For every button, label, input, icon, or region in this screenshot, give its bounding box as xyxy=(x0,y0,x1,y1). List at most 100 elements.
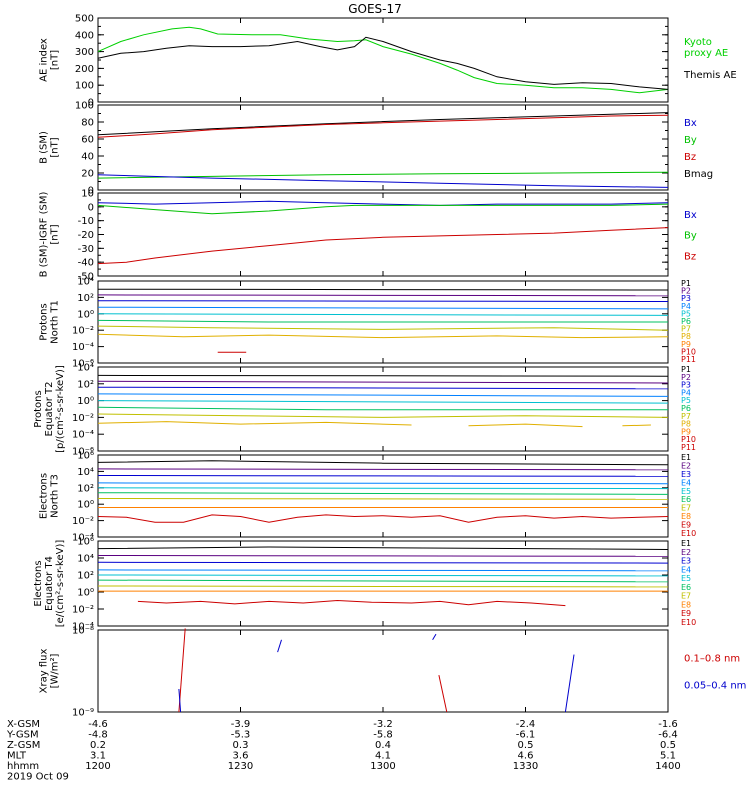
y-tick-label: 10⁻⁹ xyxy=(72,708,94,719)
series-line xyxy=(97,36,669,90)
legend-label: E9 xyxy=(681,609,691,618)
series-line xyxy=(468,423,583,428)
series-line xyxy=(97,546,669,550)
legend-label: Bz xyxy=(684,251,696,262)
x-row-value: 3.6 xyxy=(233,751,249,762)
x-row-value: -5.3 xyxy=(231,730,251,741)
legend-label: P1 xyxy=(681,365,691,374)
y-tick-label: -40 xyxy=(78,258,94,269)
x-row-value: 5.1 xyxy=(660,751,676,762)
series-line xyxy=(97,200,669,206)
legend-label: Bx xyxy=(684,210,697,221)
x-row-value: -3.2 xyxy=(373,719,393,730)
series-line xyxy=(97,319,668,323)
series-line xyxy=(97,393,669,397)
y-axis-label: Protons xyxy=(39,303,50,340)
series-line xyxy=(97,492,669,495)
x-row-label: Z-GSM xyxy=(7,740,40,751)
legend-label: E3 xyxy=(681,557,691,566)
y-axis-label: AE index xyxy=(39,38,50,82)
legend-label: P3 xyxy=(681,381,691,390)
y-tick-label: 500 xyxy=(75,14,94,25)
legend-label: Themis AE xyxy=(683,70,737,81)
series-line xyxy=(277,639,282,653)
legend-label: E1 xyxy=(681,539,691,548)
panel-xray: 10⁻⁸ 10⁻⁹ Xray flux [W/m²] 0.1–0.8 nm 0.05–0.… xyxy=(39,626,747,719)
series-line xyxy=(97,300,669,302)
legend-label: P2 xyxy=(681,373,691,382)
legend-label: P9 xyxy=(681,427,691,436)
series-line xyxy=(97,380,669,384)
legend-label: E4 xyxy=(681,478,691,487)
legend-label: P11 xyxy=(681,355,696,364)
series-line xyxy=(97,400,669,404)
y-tick-label: 60 xyxy=(81,135,94,146)
panel-frame xyxy=(97,540,669,627)
y-tick-label: 20 xyxy=(81,169,94,180)
legend-label: P8 xyxy=(681,420,691,429)
series-line xyxy=(97,174,669,188)
legend-label: proxy AE xyxy=(684,48,728,59)
y-tick-label: 40 xyxy=(81,152,94,163)
y-axis-label: [nT] xyxy=(50,50,61,70)
legend-label: By xyxy=(684,231,697,242)
y-tick-label: 80 xyxy=(81,118,94,129)
legend-label: P4 xyxy=(681,302,691,311)
legend-label: 0.1–0.8 nm xyxy=(684,653,740,664)
legend-label: Bmag xyxy=(684,169,713,180)
legend-label: P11 xyxy=(681,443,696,452)
y-tick-label: 10² xyxy=(77,571,94,582)
series-line xyxy=(97,227,669,265)
y-tick-label: 10⁶ xyxy=(77,537,94,548)
series-line xyxy=(97,579,669,583)
legend-label: P7 xyxy=(681,412,691,421)
series-line xyxy=(97,288,669,291)
y-tick-label: 10² xyxy=(77,483,94,494)
legend-label: P7 xyxy=(681,325,691,334)
page-title: GOES-17 xyxy=(348,2,402,16)
y-tick-label: 100 xyxy=(75,101,94,112)
series-line xyxy=(97,294,669,297)
x-row-value: 1200 xyxy=(85,761,110,772)
legend-label: E2 xyxy=(681,461,691,470)
series-line xyxy=(97,468,669,471)
x-row-value: 0.5 xyxy=(518,740,534,751)
y-axis-label: B (SM) xyxy=(39,131,50,164)
y-tick-label: -20 xyxy=(78,230,94,241)
y-tick-label: 10⁻⁶ xyxy=(72,447,94,458)
x-row-value: 0.3 xyxy=(233,740,249,751)
y-axis-label: [nT] xyxy=(50,224,61,244)
y-axis-label: North T1 xyxy=(50,300,61,344)
y-tick-label: 400 xyxy=(75,30,94,41)
y-axis-label: B (SM)-IGRF (SM) xyxy=(39,192,50,278)
legend-label: P6 xyxy=(681,317,691,326)
y-axis-label: [p/(cm²-s-sr-keV)] xyxy=(55,365,66,453)
y-tick-label: 10⁴ xyxy=(77,277,94,288)
y-tick-label: 10⁰ xyxy=(77,588,94,599)
panel-pe: 10⁴ 10² 10⁰ 10⁻² 10⁻⁴ 10⁻⁶ Protons Equator T2 [p… xyxy=(33,363,696,458)
panel-frame xyxy=(97,629,669,713)
y-tick-label: 10⁴ xyxy=(77,554,94,565)
x-row-value: 1230 xyxy=(228,761,253,772)
x-row-label: MLT xyxy=(7,751,27,762)
y-tick-label: 10⁻⁴ xyxy=(72,622,94,633)
y-axis-label: North T3 xyxy=(50,474,61,518)
legend-label: E5 xyxy=(681,487,691,496)
y-tick-label: 10⁰ xyxy=(77,500,94,511)
series-line xyxy=(97,171,669,179)
y-tick-label: 10⁰ xyxy=(77,309,94,320)
legend-label: Bx xyxy=(684,118,697,129)
legend-label: E10 xyxy=(681,529,696,538)
legend-label: E1 xyxy=(681,453,691,462)
series-line xyxy=(97,374,669,377)
legend-label: P9 xyxy=(681,340,691,349)
legend-label: E2 xyxy=(681,548,691,557)
x-row-value: 0.2 xyxy=(90,740,106,751)
y-tick-label: 10⁴ xyxy=(77,467,94,478)
x-row-value: 0.4 xyxy=(375,740,391,751)
series-line xyxy=(97,112,669,136)
legend-label: E7 xyxy=(681,592,691,601)
legend-label: By xyxy=(684,135,697,146)
